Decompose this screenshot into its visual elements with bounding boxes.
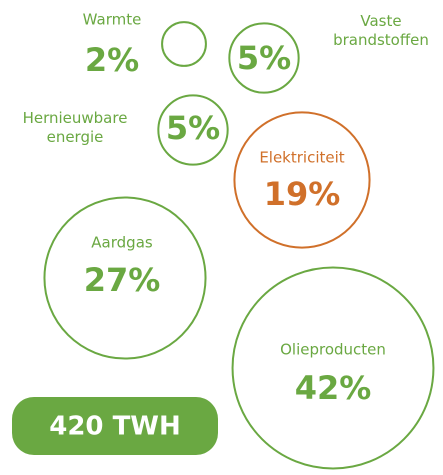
bubble	[228, 22, 300, 94]
bubble	[231, 266, 435, 470]
category-label: Aardgas	[91, 234, 153, 252]
value-label: 42%	[295, 369, 372, 407]
value-label: 2%	[85, 41, 139, 79]
value-label: 27%	[84, 261, 161, 299]
category-label: Elektriciteit	[259, 149, 344, 167]
category-label: Hernieuwbare energie	[23, 109, 128, 146]
category-label: Warmte	[83, 11, 142, 29]
total-label: 420 TWH	[49, 412, 181, 442]
category-label: Vaste brandstoffen	[333, 12, 429, 49]
category-label: Olieproducten	[280, 341, 386, 359]
total-badge	[12, 397, 218, 455]
value-label: 5%	[237, 39, 291, 77]
bubble	[233, 111, 371, 249]
value-label: 19%	[264, 175, 341, 213]
bubble	[161, 21, 207, 67]
value-label: 5%	[166, 109, 220, 147]
bubble	[157, 94, 229, 166]
bubble	[43, 196, 207, 360]
